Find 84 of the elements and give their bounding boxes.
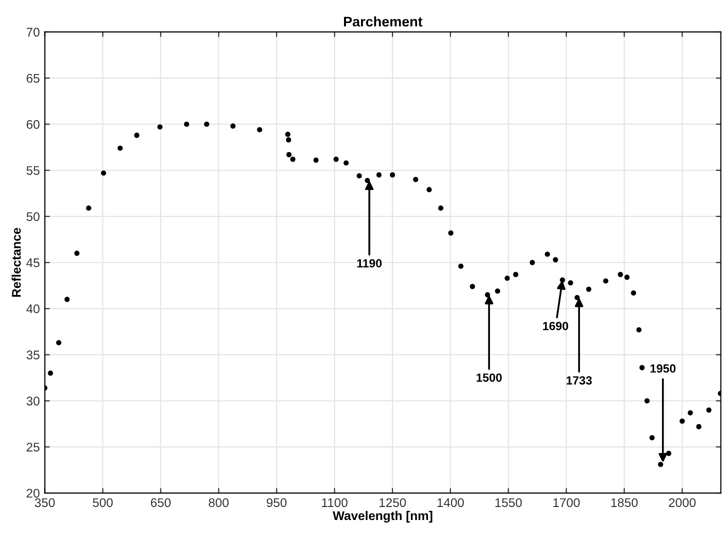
x-tick-label: 650 — [150, 498, 171, 508]
point — [649, 435, 655, 440]
point — [286, 137, 292, 142]
point — [568, 280, 574, 286]
point — [639, 365, 645, 370]
point — [204, 122, 210, 127]
y-tick-label: 25 — [26, 442, 40, 452]
y-tick-label: 55 — [26, 166, 40, 175]
y-tick-label: 20 — [26, 488, 40, 498]
point — [118, 146, 123, 151]
point — [530, 260, 535, 266]
x-tick-label: 500 — [92, 498, 113, 508]
point — [157, 124, 163, 130]
point — [313, 158, 319, 163]
y-tick-label: 45 — [26, 258, 40, 268]
point — [285, 132, 290, 137]
point — [376, 172, 382, 178]
point — [86, 206, 92, 211]
point — [134, 132, 140, 138]
point — [504, 276, 510, 281]
x-tick-label: 1850 — [611, 498, 638, 508]
point — [644, 398, 650, 404]
point — [344, 160, 349, 166]
point — [356, 173, 362, 178]
point — [544, 252, 550, 257]
point — [688, 410, 693, 416]
y-tick-label: 35 — [26, 350, 40, 360]
point — [586, 286, 592, 292]
point — [290, 156, 296, 162]
y-axis-title: Reflectance — [12, 228, 21, 297]
point — [618, 272, 623, 278]
point — [624, 274, 630, 280]
x-tick-label: 1100 — [322, 498, 348, 508]
y-tick-label: 40 — [26, 304, 40, 314]
x-tick-label: 1700 — [553, 498, 580, 508]
point — [470, 284, 476, 290]
point — [333, 156, 339, 162]
annotation: 1690 — [543, 322, 568, 330]
y-tick-label: 70 — [26, 28, 40, 37]
point — [484, 292, 490, 298]
annotation: 1190 — [357, 259, 382, 268]
point — [680, 418, 685, 424]
y-tick-label: 60 — [26, 120, 40, 129]
annotation: 1733 — [566, 376, 592, 385]
x-tick-label: 1400 — [437, 498, 464, 508]
y-tick-label: 50 — [26, 212, 40, 222]
y-tick-label: 65 — [26, 74, 40, 83]
point — [426, 187, 432, 192]
point — [574, 294, 580, 300]
point — [706, 407, 712, 413]
point — [286, 152, 292, 158]
point — [184, 122, 190, 127]
point — [552, 257, 558, 262]
point — [448, 230, 454, 236]
point — [630, 290, 636, 296]
x-tick-label: 800 — [208, 498, 229, 508]
annotation: 1950 — [650, 364, 676, 373]
point — [458, 264, 464, 269]
point — [413, 176, 418, 182]
point — [48, 370, 54, 376]
x-tick-label: 1550 — [495, 498, 522, 508]
y-tick-label: 30 — [26, 396, 40, 406]
point — [696, 424, 702, 430]
point — [513, 272, 518, 278]
point — [603, 278, 608, 284]
annotation: 1500 — [476, 373, 502, 382]
x-tick-label: 2000 — [668, 498, 696, 508]
point — [230, 123, 236, 129]
x-tick-label: 1250 — [380, 498, 406, 508]
point — [100, 170, 106, 176]
point — [658, 462, 664, 468]
x-axis-title: Wavelength [nm] — [332, 510, 432, 523]
point — [74, 250, 80, 256]
chart-title: Parchement — [344, 16, 422, 27]
point — [636, 327, 642, 332]
point — [56, 340, 62, 346]
point — [438, 206, 444, 211]
point — [390, 172, 396, 178]
x-tick-label: 350 — [34, 498, 55, 508]
point — [494, 288, 500, 294]
point — [64, 296, 70, 302]
x-tick-label: 950 — [266, 498, 287, 508]
point — [257, 127, 262, 132]
point — [364, 178, 370, 184]
